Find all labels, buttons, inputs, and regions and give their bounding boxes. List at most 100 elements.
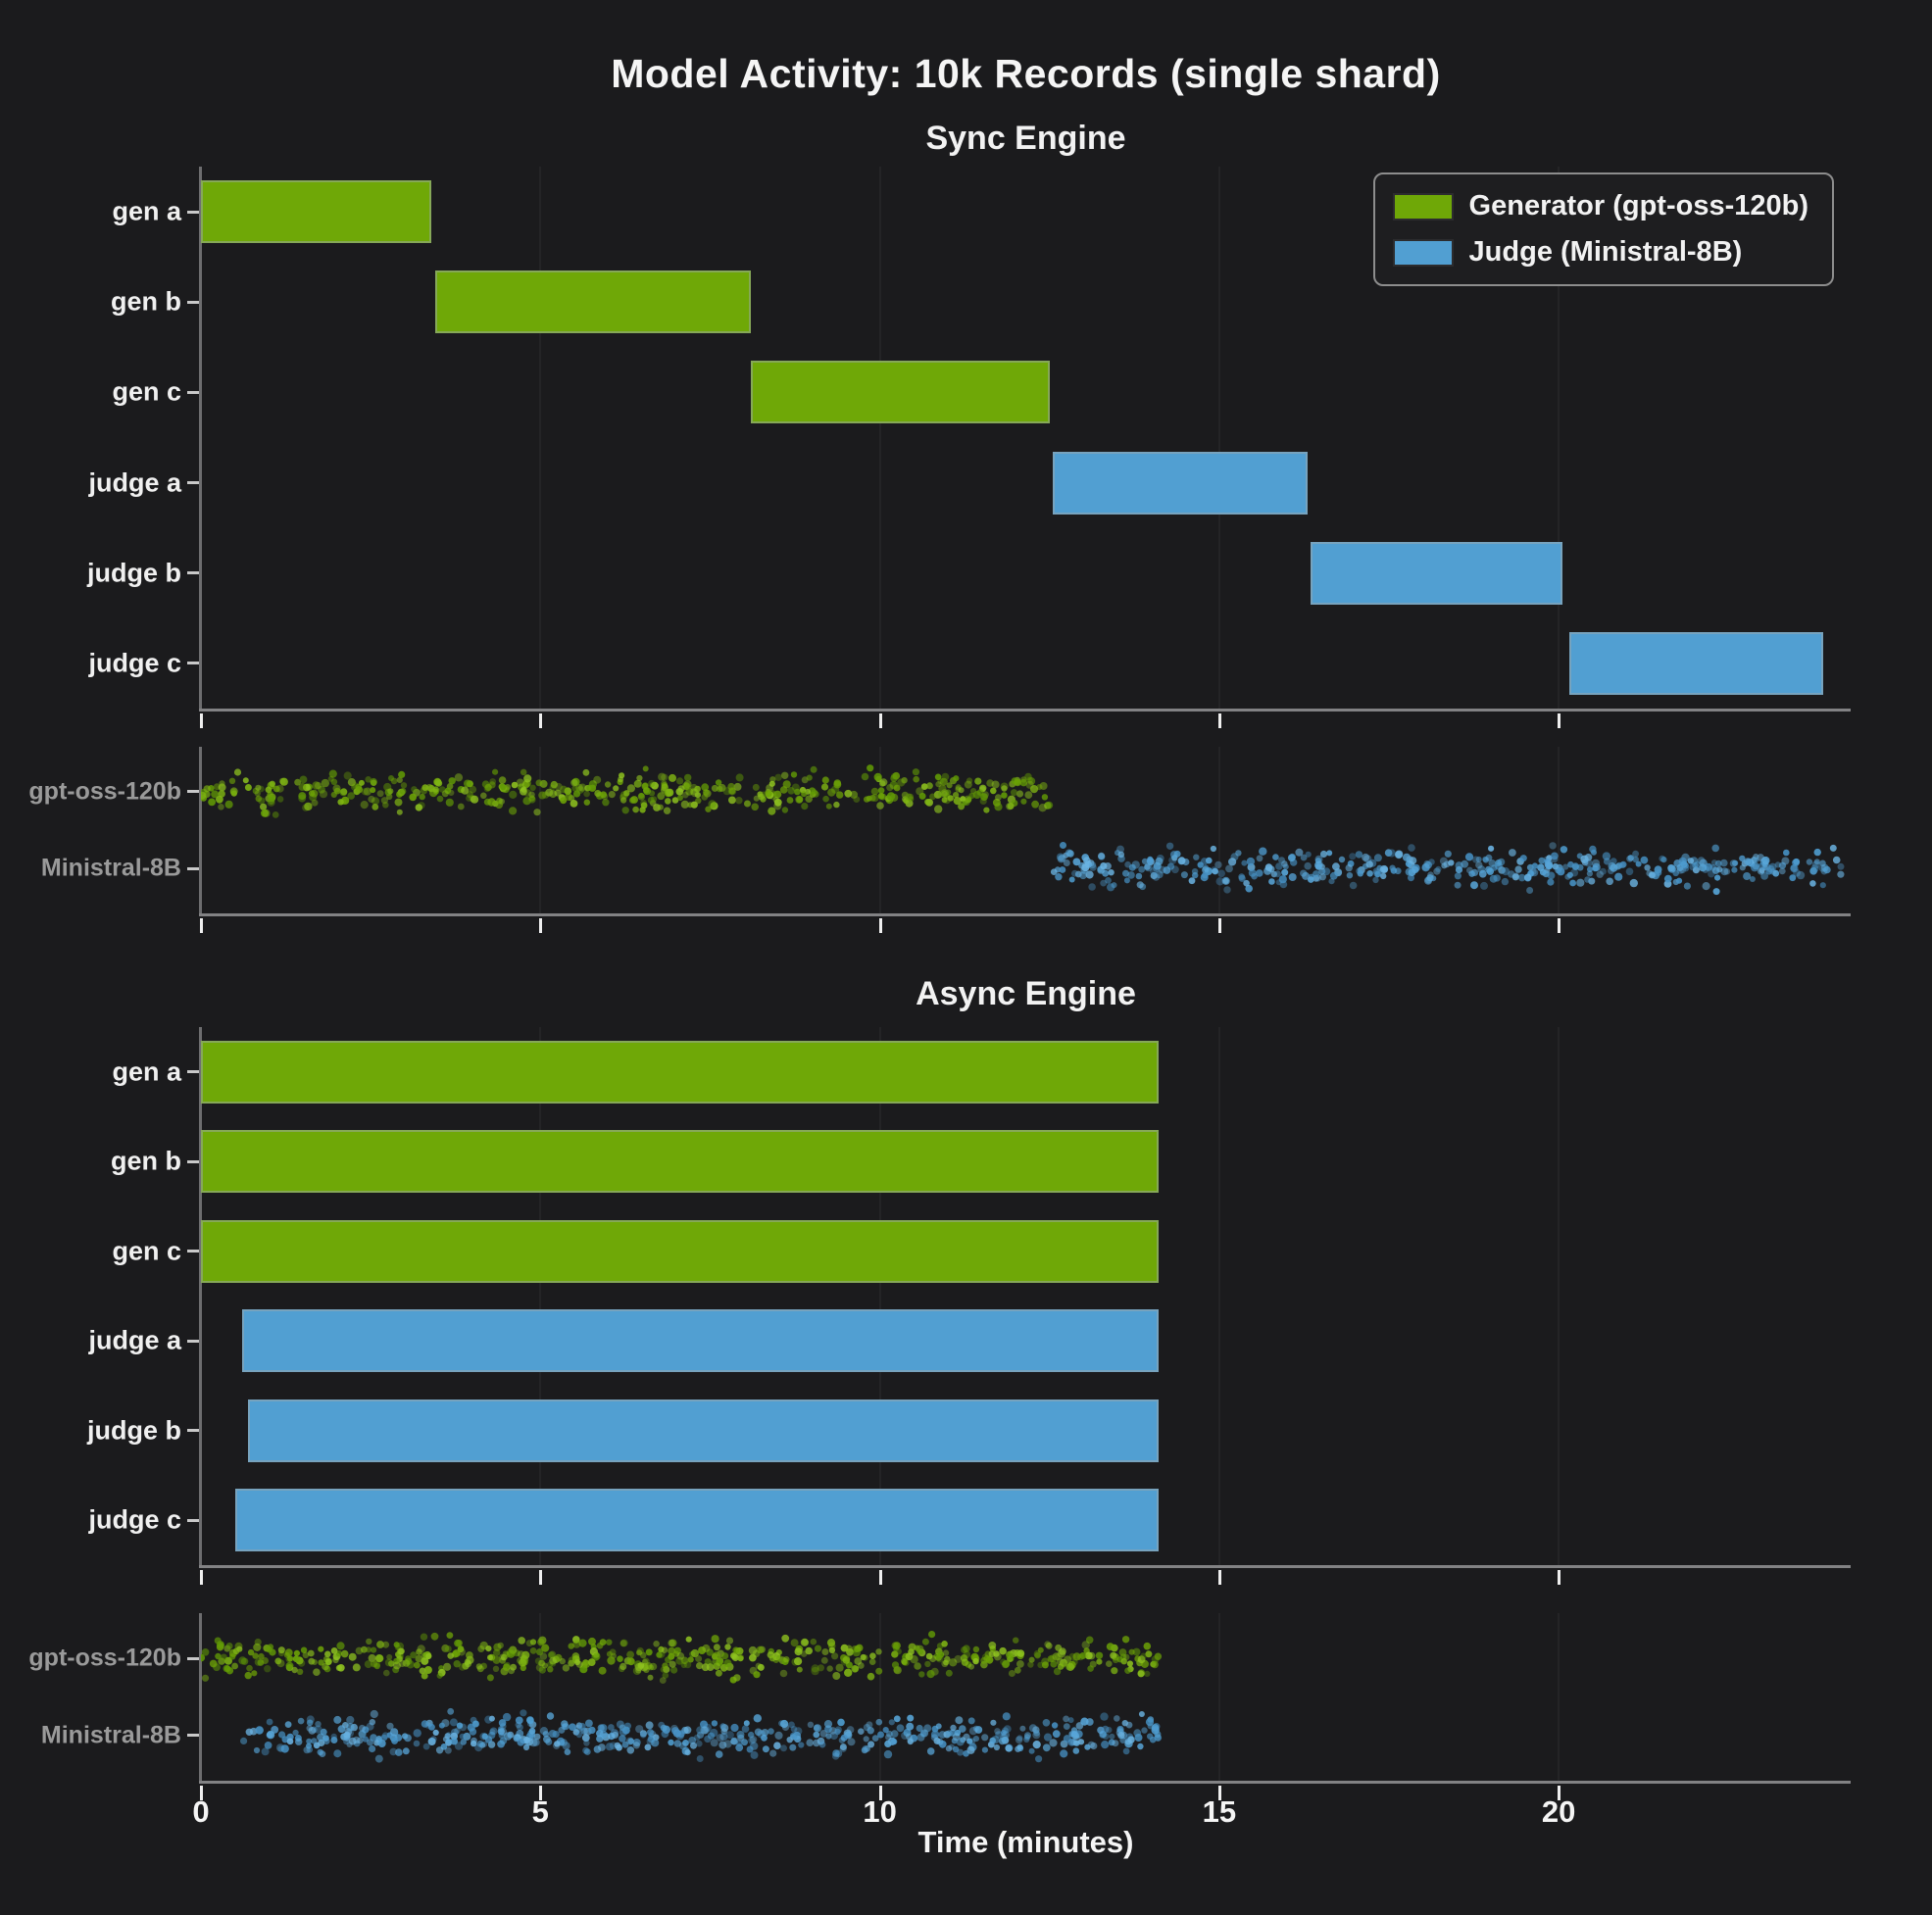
x-tick-mark [200,1786,203,1800]
y-tick-mark [187,1734,199,1738]
generator-swatch-icon [1392,192,1454,221]
gantt-bar-gen-c [751,361,1050,424]
row-label: gen b [111,286,181,317]
x-tick-mark [878,918,882,933]
y-tick-mark [187,790,199,794]
x-tick-label: 5 [531,1794,549,1829]
x-axis-title: Time (minutes) [917,1825,1134,1859]
x-tick-label: 20 [1541,1794,1576,1829]
x-tick-mark [1558,713,1561,728]
gantt-bar-gen-b [201,1130,1159,1194]
x-tick-mark [1217,1570,1221,1585]
x-tick-mark [200,918,203,933]
gantt-bar-judge-c [234,1489,1159,1552]
strip-dots [201,764,1845,896]
y-tick-mark [187,390,199,394]
gridline [1558,747,1560,913]
strip-dots [201,1631,1163,1763]
strip-row-label: gpt-oss-120b [28,1644,181,1672]
sync-engine-title: Sync Engine [925,120,1126,157]
x-tick-mark [1558,1786,1561,1800]
legend: Generator (gpt-oss-120b) Judge (Ministra… [1372,172,1834,286]
y-tick-mark [187,1518,199,1522]
row-label: gen a [112,1056,181,1087]
y-tick-mark [187,1339,199,1343]
strip-row-label: gpt-oss-120b [28,777,181,806]
gantt-bar-gen-a [201,180,432,244]
legend-item-judge: Judge (Ministral-8B) [1392,236,1808,269]
legend-label-generator: Generator (gpt-oss-120b) [1468,190,1808,221]
gantt-bar-gen-b [434,270,751,334]
row-label: judge a [88,467,181,498]
x-axis-spine [199,913,1851,916]
x-tick-mark [539,918,543,933]
x-tick-mark [878,1570,882,1585]
row-label: judge a [88,1325,181,1355]
row-label: judge b [87,1415,181,1446]
y-tick-mark [187,300,199,304]
y-tick-mark [187,1656,199,1660]
y-axis-spine [199,747,202,915]
y-tick-mark [187,866,199,870]
x-tick-mark [878,713,882,728]
gridline [878,1027,881,1565]
strip-row-label: Ministral-8B [40,854,181,882]
row-label: judge b [87,558,181,588]
y-axis-spine [199,1613,202,1783]
x-tick-mark [200,1570,203,1585]
x-axis-spine [199,709,1851,712]
gridline [539,747,542,913]
gridline [539,1613,542,1781]
figure-title: Model Activity: 10k Records (single shar… [611,51,1441,96]
gantt-bar-judge-a [241,1309,1159,1373]
row-label: judge c [88,1504,181,1535]
legend-item-generator: Generator (gpt-oss-120b) [1392,190,1808,222]
judge-swatch-icon [1392,238,1454,267]
row-label: gen c [112,1236,181,1266]
gantt-bar-judge-a [1053,451,1308,515]
gridline [1558,1613,1560,1781]
x-tick-label: 10 [863,1794,897,1829]
y-tick-mark [187,662,199,665]
x-tick-mark [878,1786,882,1800]
gantt-bar-judge-b [1311,541,1562,605]
y-tick-mark [187,1159,199,1163]
gridline [1558,167,1560,709]
gantt-bar-judge-c [1568,631,1824,695]
y-tick-mark [187,1250,199,1253]
y-tick-mark [187,210,199,214]
row-label: gen b [111,1146,181,1176]
x-tick-mark [539,1786,543,1800]
x-tick-mark [1217,713,1221,728]
gridline [1217,747,1220,913]
gridline [1217,1613,1220,1781]
gridline [1217,167,1220,709]
x-tick-mark [539,713,543,728]
y-tick-mark [187,571,199,575]
x-axis-spine [199,1565,1851,1568]
gridline [1217,1027,1220,1565]
gridline [539,1027,542,1565]
y-tick-mark [187,1429,199,1433]
x-tick-mark [539,1570,543,1585]
strip-row-label: Ministral-8B [40,1721,181,1749]
x-tick-mark [1217,918,1221,933]
y-tick-mark [187,481,199,485]
gantt-bar-judge-b [248,1399,1159,1462]
row-label: gen c [112,376,181,407]
gantt-bar-gen-a [201,1040,1159,1104]
gridline [539,167,542,709]
async-engine-title: Async Engine [916,975,1136,1012]
row-label: judge c [88,648,181,678]
x-axis-spine [199,1781,1851,1784]
gridline [878,167,881,709]
x-tick-mark [1558,918,1561,933]
gridline [878,747,881,913]
y-axis-spine [199,167,202,711]
x-tick-mark [200,713,203,728]
legend-label-judge: Judge (Ministral-8B) [1468,236,1743,268]
x-tick-label: 0 [192,1794,210,1829]
gantt-bar-gen-c [201,1219,1159,1283]
gridline [878,1613,881,1781]
